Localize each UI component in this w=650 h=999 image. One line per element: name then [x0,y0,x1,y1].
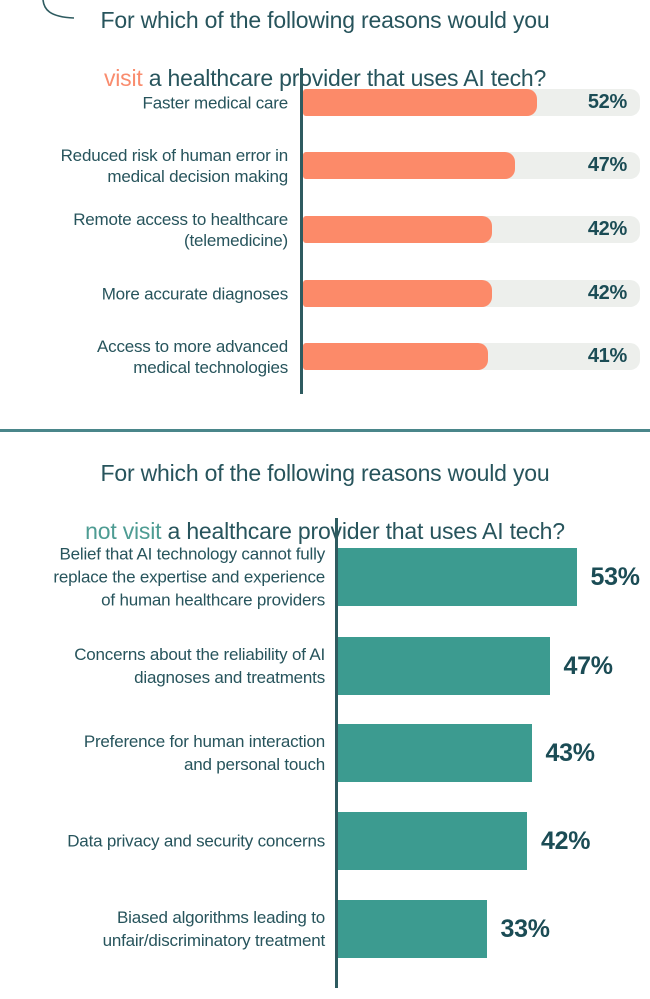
chart-title-not-visit: For which of the following reasons would… [0,459,650,546]
value-label: 47% [563,651,613,680]
value-label: 47% [587,154,627,176]
curved-connector-icon [42,0,75,19]
category-label: Data privacy and security concerns [67,831,325,851]
value-label: 41% [587,345,627,367]
bar-orange [303,343,488,370]
title-accent-not-visit: not visit [85,518,162,544]
bar-group: 53% [338,548,640,606]
bar-row: Access to more advanced medical technolo… [0,337,650,377]
category-label: Reduced risk of human error in medical d… [60,145,289,186]
axis-line-top-chart [300,68,303,394]
axis-line-bottom-chart [335,518,338,988]
bar-row: More accurate diagnoses 42% [0,280,650,307]
bar-row: Preference for human interaction and per… [0,724,650,782]
bar-teal [338,812,527,870]
bar-teal [338,900,487,958]
bar-row: Reduced risk of human error in medical d… [0,146,650,186]
title-line1: For which of the following reasons would… [100,7,550,33]
bar-track: 42% [303,216,640,243]
title-line1: For which of the following reasons would… [100,460,550,486]
bar-group: 47% [338,637,613,695]
category-label: Concerns about the reliability of AI dia… [74,645,325,687]
bar-track: 42% [303,280,640,307]
bar-teal [338,637,550,695]
bar-track: 47% [303,152,640,179]
title-line2-rest: a healthcare provider that uses AI tech? [142,65,547,91]
section-divider [0,429,650,432]
value-label: 42% [587,218,627,240]
value-label: 53% [590,562,640,591]
bar-track: 41% [303,343,640,370]
value-label: 33% [500,914,550,943]
value-label: 42% [541,826,591,855]
bar-row: Remote access to healthcare (telemedicin… [0,210,650,250]
bar-row: Belief that AI technology cannot fully r… [0,545,650,610]
category-label: More accurate diagnoses [101,284,288,303]
bar-orange [303,89,537,116]
category-label: Access to more advanced medical technolo… [97,336,288,377]
bar-group: 42% [338,812,590,870]
bar-group: 33% [338,900,550,958]
chart-title-visit: For which of the following reasons would… [0,6,650,93]
bar-group: 43% [338,724,595,782]
bar-teal [338,724,532,782]
category-label: Biased algorithms leading to unfair/disc… [102,908,326,950]
category-label: Preference for human interaction and per… [83,732,325,774]
title-line2-rest: a healthcare provider that uses AI tech? [161,518,566,544]
bar-orange [303,216,492,243]
category-label: Faster medical care [142,93,289,112]
bar-row: Concerns about the reliability of AI dia… [0,637,650,695]
value-label: 43% [545,738,595,767]
bar-row: Faster medical care 52% [0,89,650,116]
bar-orange [303,280,492,307]
bar-orange [303,152,515,179]
category-label: Belief that AI technology cannot fully r… [53,544,325,610]
bar-row: Biased algorithms leading to unfair/disc… [0,900,650,958]
title-accent-visit: visit [103,65,143,91]
value-label: 42% [587,282,627,304]
bar-row: Data privacy and security concerns 42% [0,812,650,870]
bar-track: 52% [303,89,640,116]
category-label: Remote access to healthcare (telemedicin… [73,209,288,250]
bar-teal [338,548,577,606]
value-label: 52% [587,91,627,113]
